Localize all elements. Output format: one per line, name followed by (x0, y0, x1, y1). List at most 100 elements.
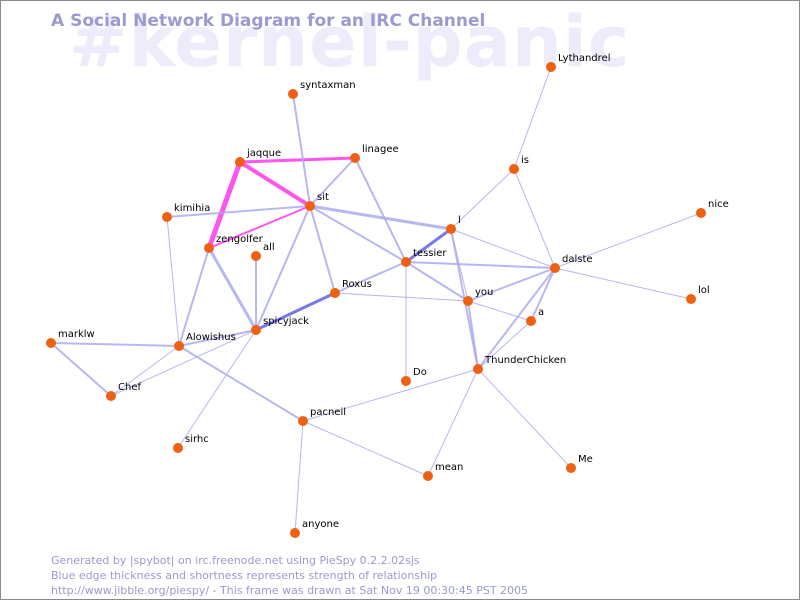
edge-Roxus-spicyjack (254, 291, 337, 332)
node-label: ThunderChicken (484, 355, 566, 366)
node-nice: nice (696, 199, 729, 218)
edge-dalste-ThunderChicken (477, 267, 556, 370)
edge-l-tessier (404, 227, 453, 264)
edge-dalste-you (467, 267, 556, 302)
edge-Alowishus-pacneil (178, 345, 304, 422)
node-dot (251, 325, 261, 335)
node-dot (298, 416, 308, 426)
footer-legend-line: Blue edge thickness and shortness repres… (51, 569, 438, 582)
edge-zengolfer-spicyjack (207, 246, 258, 332)
node-dot (546, 62, 556, 72)
edge-dalste-lol (554, 267, 692, 300)
edge-jaqque-zengolfer (206, 159, 243, 251)
node-you: you (463, 287, 493, 306)
node-a: a (526, 307, 544, 326)
node-zengolfer: zengolfer (204, 234, 264, 253)
edge-tessier-you (405, 261, 469, 302)
node-dot (204, 243, 214, 253)
edge-l-dalste (450, 228, 556, 269)
edge-l-is (450, 168, 515, 230)
edge-sit-tessier (309, 205, 407, 263)
node-label: is (521, 155, 529, 166)
node-dot (173, 443, 183, 453)
edge-you-ThunderChicken (467, 300, 479, 370)
node-label: sirhc (185, 434, 209, 445)
node-Me: Me (566, 454, 593, 473)
node-label: linagee (362, 144, 399, 155)
node-dot (526, 316, 536, 326)
node-label: Roxus (342, 279, 372, 290)
edge-pacneil-anyone (294, 420, 304, 534)
edge-kimihia-Alowishus (166, 216, 180, 347)
node-dot (290, 528, 300, 538)
node-Alowishus: Alowishus (174, 332, 236, 351)
edge-tessier-Roxus (334, 261, 407, 294)
node-label: syntaxman (300, 80, 356, 91)
node-linagee: linagee (350, 144, 399, 163)
node-dot (305, 201, 315, 211)
edge-spicyjack-Chef (110, 329, 257, 397)
node-label: Do (413, 367, 427, 378)
diagram-title: A Social Network Diagram for an IRC Chan… (51, 11, 486, 31)
edge-spicyjack-sirhc (177, 329, 257, 449)
edge-sit-kimihia (166, 205, 311, 218)
edge-ThunderChicken-mean (427, 368, 479, 477)
node-dot (566, 463, 576, 473)
edge-tessier-dalste (405, 261, 556, 269)
node-ThunderChicken: ThunderChicken (473, 355, 566, 374)
node-dot (509, 164, 519, 174)
node-kimihia: kimihia (162, 203, 210, 222)
node-Roxus: Roxus (330, 279, 372, 298)
node-sit: sit (305, 192, 329, 211)
node-label: a (538, 307, 544, 318)
edge-you-a (467, 300, 532, 322)
edge-sit-l (308, 204, 453, 231)
node-label: mean (435, 462, 463, 473)
edge-is-Lythandrel (513, 66, 552, 170)
node-dalste: dalste (550, 254, 593, 273)
node-Chef: Chef (106, 382, 141, 401)
node-dot (235, 157, 245, 167)
footer-info: Generated by |spybot| on irc.freenode.ne… (51, 553, 528, 598)
edge-dalste-a (530, 267, 556, 322)
edge-marklw-Alowishus (50, 342, 180, 347)
node-label: dalste (562, 254, 593, 265)
node-Do: Do (401, 367, 427, 386)
node-dot (162, 212, 172, 222)
node-label: marklw (58, 329, 95, 340)
node-is: is (509, 155, 529, 174)
channel-watermark: #kernel-panic (69, 1, 631, 83)
node-dot (330, 288, 340, 298)
node-dot (401, 257, 411, 267)
node-dot (251, 251, 261, 261)
edge-a-ThunderChicken (477, 320, 532, 370)
node-dot (288, 89, 298, 99)
node-pacneil: pacneil (298, 407, 346, 426)
node-dot (423, 471, 433, 481)
node-label: l (458, 215, 461, 226)
node-label: you (475, 287, 493, 298)
node-label: spicyjack (263, 316, 309, 327)
edge-sit-syntaxman (292, 93, 311, 207)
node-spicyjack: spicyjack (251, 316, 309, 335)
edges-layer (50, 66, 702, 534)
node-l: l (446, 215, 461, 234)
node-label: nice (708, 199, 729, 210)
node-label: Chef (118, 382, 141, 393)
edge-is-dalste (513, 168, 556, 269)
node-mean: mean (423, 462, 463, 481)
edge-sit-linagee (309, 157, 356, 207)
nodes-layer: Lythandrel syntaxman jaqque linagee is sit kim… (46, 53, 729, 538)
node-label: sit (317, 192, 329, 203)
node-all: all (251, 242, 275, 261)
edge-pacneil-mean (302, 420, 429, 477)
edge-zengolfer-Alowishus (178, 247, 210, 347)
footer-generated-line: Generated by |spybot| on irc.freenode.ne… (51, 554, 420, 567)
edge-linagee-tessier (354, 157, 407, 263)
node-label: kimihia (174, 203, 210, 214)
edge-spicyjack-Alowishus (178, 329, 257, 347)
node-label: zengolfer (216, 234, 264, 245)
node-label: jaqque (246, 148, 281, 159)
